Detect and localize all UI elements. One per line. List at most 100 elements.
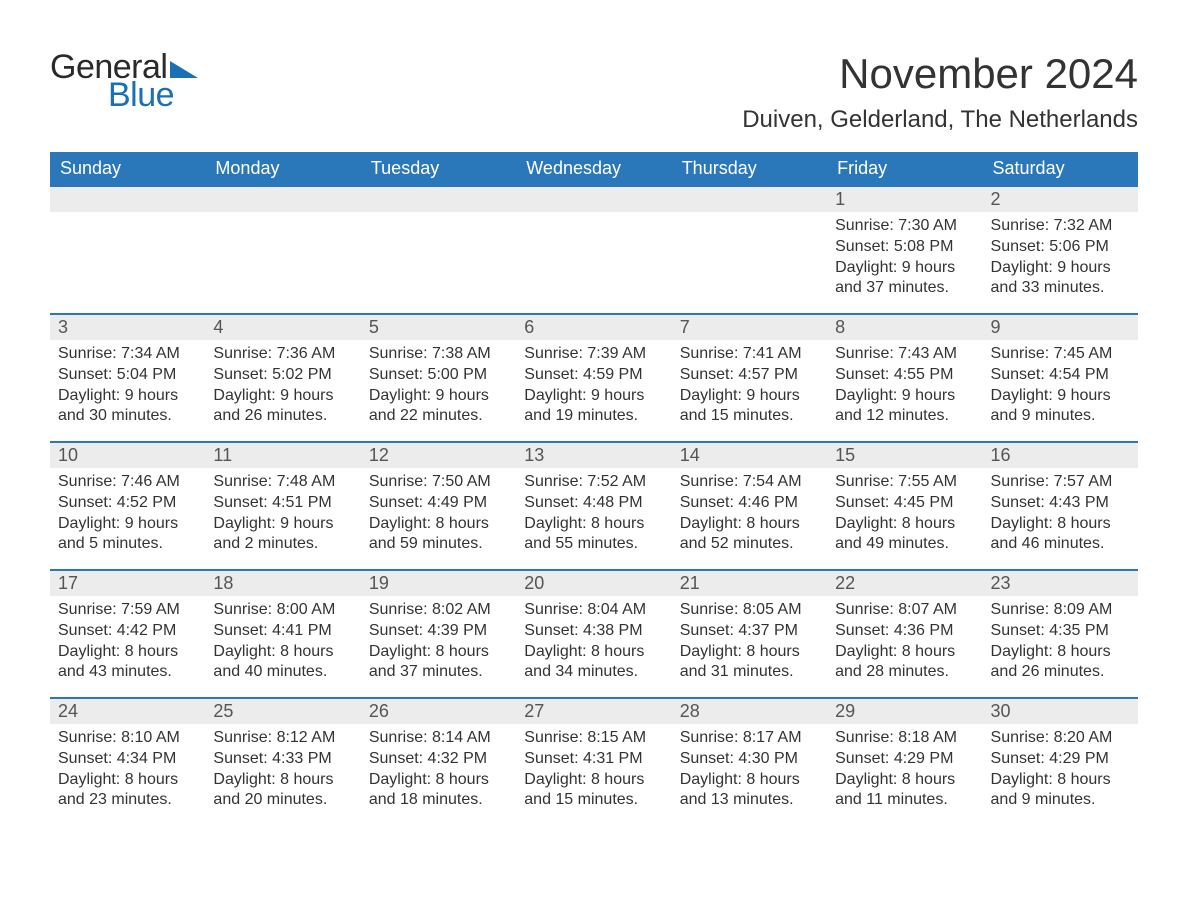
day-number: 28 bbox=[672, 699, 827, 724]
day-details: Sunrise: 8:07 AMSunset: 4:36 PMDaylight:… bbox=[827, 596, 982, 691]
sunrise-line: Sunrise: 7:32 AM bbox=[991, 216, 1130, 237]
day-number: 3 bbox=[50, 315, 205, 340]
location-subtitle: Duiven, Gelderland, The Netherlands bbox=[742, 106, 1138, 134]
daylight-line: Daylight: 8 hours and 9 minutes. bbox=[991, 770, 1130, 812]
sunset-line: Sunset: 4:34 PM bbox=[58, 749, 197, 770]
sunrise-line: Sunrise: 7:46 AM bbox=[58, 472, 197, 493]
sunrise-line: Sunrise: 8:00 AM bbox=[213, 600, 352, 621]
day-number: 23 bbox=[983, 571, 1138, 596]
day-details: Sunrise: 7:38 AMSunset: 5:00 PMDaylight:… bbox=[361, 340, 516, 435]
daylight-line: Daylight: 8 hours and 13 minutes. bbox=[680, 770, 819, 812]
day-number: 10 bbox=[50, 443, 205, 468]
daylight-line: Daylight: 8 hours and 46 minutes. bbox=[991, 514, 1130, 556]
daylight-line: Daylight: 8 hours and 43 minutes. bbox=[58, 642, 197, 684]
daylight-line: Daylight: 9 hours and 19 minutes. bbox=[524, 386, 663, 428]
day-details: Sunrise: 7:54 AMSunset: 4:46 PMDaylight:… bbox=[672, 468, 827, 563]
calendar-day-cell: 5Sunrise: 7:38 AMSunset: 5:00 PMDaylight… bbox=[361, 314, 516, 442]
day-number: 25 bbox=[205, 699, 360, 724]
sunrise-line: Sunrise: 7:50 AM bbox=[369, 472, 508, 493]
daylight-line: Daylight: 8 hours and 23 minutes. bbox=[58, 770, 197, 812]
daylight-line: Daylight: 9 hours and 2 minutes. bbox=[213, 514, 352, 556]
sunset-line: Sunset: 4:59 PM bbox=[524, 365, 663, 386]
day-details: Sunrise: 7:39 AMSunset: 4:59 PMDaylight:… bbox=[516, 340, 671, 435]
sunset-line: Sunset: 4:49 PM bbox=[369, 493, 508, 514]
daylight-line: Daylight: 9 hours and 15 minutes. bbox=[680, 386, 819, 428]
daylight-line: Daylight: 8 hours and 11 minutes. bbox=[835, 770, 974, 812]
sunrise-line: Sunrise: 7:43 AM bbox=[835, 344, 974, 365]
sunrise-line: Sunrise: 7:38 AM bbox=[369, 344, 508, 365]
calendar-day-cell: 30Sunrise: 8:20 AMSunset: 4:29 PMDayligh… bbox=[983, 698, 1138, 826]
calendar-day-cell: 17Sunrise: 7:59 AMSunset: 4:42 PMDayligh… bbox=[50, 570, 205, 698]
sunrise-line: Sunrise: 7:59 AM bbox=[58, 600, 197, 621]
sunrise-line: Sunrise: 7:41 AM bbox=[680, 344, 819, 365]
sunrise-line: Sunrise: 7:55 AM bbox=[835, 472, 974, 493]
calendar-day-cell: 26Sunrise: 8:14 AMSunset: 4:32 PMDayligh… bbox=[361, 698, 516, 826]
sunrise-line: Sunrise: 7:39 AM bbox=[524, 344, 663, 365]
calendar-day-cell: 28Sunrise: 8:17 AMSunset: 4:30 PMDayligh… bbox=[672, 698, 827, 826]
calendar-day-cell: 6Sunrise: 7:39 AMSunset: 4:59 PMDaylight… bbox=[516, 314, 671, 442]
sunset-line: Sunset: 4:57 PM bbox=[680, 365, 819, 386]
daylight-line: Daylight: 9 hours and 12 minutes. bbox=[835, 386, 974, 428]
day-number: 17 bbox=[50, 571, 205, 596]
sunrise-line: Sunrise: 7:45 AM bbox=[991, 344, 1130, 365]
calendar-day-cell: 4Sunrise: 7:36 AMSunset: 5:02 PMDaylight… bbox=[205, 314, 360, 442]
calendar-week-row: 3Sunrise: 7:34 AMSunset: 5:04 PMDaylight… bbox=[50, 314, 1138, 442]
day-details: Sunrise: 8:12 AMSunset: 4:33 PMDaylight:… bbox=[205, 724, 360, 819]
sunrise-line: Sunrise: 7:57 AM bbox=[991, 472, 1130, 493]
daylight-line: Daylight: 9 hours and 30 minutes. bbox=[58, 386, 197, 428]
day-number: 20 bbox=[516, 571, 671, 596]
daylight-line: Daylight: 8 hours and 18 minutes. bbox=[369, 770, 508, 812]
weekday-header: Tuesday bbox=[361, 152, 516, 186]
day-details: Sunrise: 7:32 AMSunset: 5:06 PMDaylight:… bbox=[983, 212, 1138, 307]
sunrise-line: Sunrise: 7:34 AM bbox=[58, 344, 197, 365]
day-number: 26 bbox=[361, 699, 516, 724]
empty-day-stripe bbox=[50, 187, 205, 212]
calendar-body: 1Sunrise: 7:30 AMSunset: 5:08 PMDaylight… bbox=[50, 186, 1138, 826]
sunset-line: Sunset: 4:45 PM bbox=[835, 493, 974, 514]
sunset-line: Sunset: 4:51 PM bbox=[213, 493, 352, 514]
day-number: 4 bbox=[205, 315, 360, 340]
daylight-line: Daylight: 8 hours and 52 minutes. bbox=[680, 514, 819, 556]
calendar-day-cell: 7Sunrise: 7:41 AMSunset: 4:57 PMDaylight… bbox=[672, 314, 827, 442]
calendar-day-cell: 29Sunrise: 8:18 AMSunset: 4:29 PMDayligh… bbox=[827, 698, 982, 826]
calendar-empty-cell bbox=[205, 186, 360, 314]
daylight-line: Daylight: 8 hours and 55 minutes. bbox=[524, 514, 663, 556]
day-number: 12 bbox=[361, 443, 516, 468]
day-details: Sunrise: 7:36 AMSunset: 5:02 PMDaylight:… bbox=[205, 340, 360, 435]
day-details: Sunrise: 7:48 AMSunset: 4:51 PMDaylight:… bbox=[205, 468, 360, 563]
calendar-week-row: 10Sunrise: 7:46 AMSunset: 4:52 PMDayligh… bbox=[50, 442, 1138, 570]
weekday-header: Wednesday bbox=[516, 152, 671, 186]
day-number: 22 bbox=[827, 571, 982, 596]
sunset-line: Sunset: 4:33 PM bbox=[213, 749, 352, 770]
day-details: Sunrise: 7:55 AMSunset: 4:45 PMDaylight:… bbox=[827, 468, 982, 563]
calendar-day-cell: 16Sunrise: 7:57 AMSunset: 4:43 PMDayligh… bbox=[983, 442, 1138, 570]
title-block: November 2024 Duiven, Gelderland, The Ne… bbox=[742, 50, 1138, 134]
day-details: Sunrise: 7:45 AMSunset: 4:54 PMDaylight:… bbox=[983, 340, 1138, 435]
calendar-day-cell: 22Sunrise: 8:07 AMSunset: 4:36 PMDayligh… bbox=[827, 570, 982, 698]
empty-day-stripe bbox=[672, 187, 827, 212]
sunset-line: Sunset: 4:37 PM bbox=[680, 621, 819, 642]
calendar-day-cell: 25Sunrise: 8:12 AMSunset: 4:33 PMDayligh… bbox=[205, 698, 360, 826]
sunrise-line: Sunrise: 8:09 AM bbox=[991, 600, 1130, 621]
sunset-line: Sunset: 4:54 PM bbox=[991, 365, 1130, 386]
sunset-line: Sunset: 4:42 PM bbox=[58, 621, 197, 642]
calendar-day-cell: 24Sunrise: 8:10 AMSunset: 4:34 PMDayligh… bbox=[50, 698, 205, 826]
day-details: Sunrise: 7:59 AMSunset: 4:42 PMDaylight:… bbox=[50, 596, 205, 691]
calendar-day-cell: 18Sunrise: 8:00 AMSunset: 4:41 PMDayligh… bbox=[205, 570, 360, 698]
sunset-line: Sunset: 4:30 PM bbox=[680, 749, 819, 770]
page-header: General Blue November 2024 Duiven, Gelde… bbox=[50, 50, 1138, 134]
day-number: 2 bbox=[983, 187, 1138, 212]
calendar-week-row: 1Sunrise: 7:30 AMSunset: 5:08 PMDaylight… bbox=[50, 186, 1138, 314]
day-details: Sunrise: 8:18 AMSunset: 4:29 PMDaylight:… bbox=[827, 724, 982, 819]
day-number: 30 bbox=[983, 699, 1138, 724]
day-number: 8 bbox=[827, 315, 982, 340]
day-details: Sunrise: 7:52 AMSunset: 4:48 PMDaylight:… bbox=[516, 468, 671, 563]
calendar-day-cell: 27Sunrise: 8:15 AMSunset: 4:31 PMDayligh… bbox=[516, 698, 671, 826]
logo: General Blue bbox=[50, 50, 200, 112]
sunset-line: Sunset: 4:29 PM bbox=[991, 749, 1130, 770]
calendar-day-cell: 21Sunrise: 8:05 AMSunset: 4:37 PMDayligh… bbox=[672, 570, 827, 698]
sunrise-line: Sunrise: 7:30 AM bbox=[835, 216, 974, 237]
day-details: Sunrise: 8:14 AMSunset: 4:32 PMDaylight:… bbox=[361, 724, 516, 819]
day-number: 18 bbox=[205, 571, 360, 596]
calendar-empty-cell bbox=[50, 186, 205, 314]
